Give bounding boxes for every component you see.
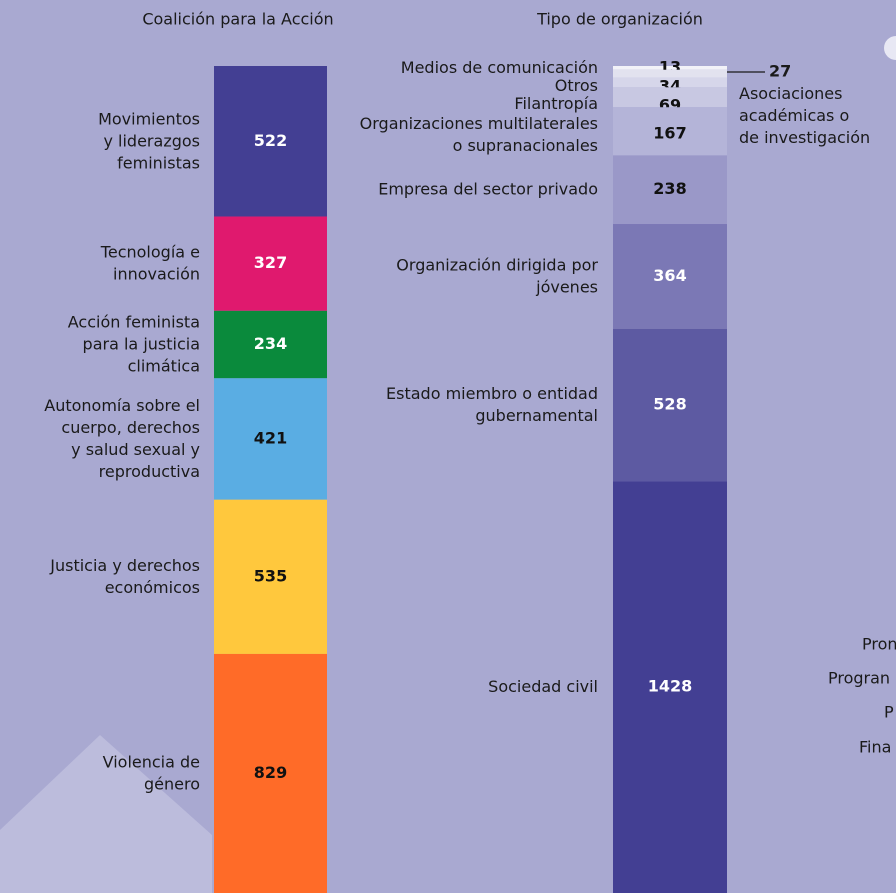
value-label: 1428 xyxy=(648,677,693,696)
value-label: 234 xyxy=(254,334,287,353)
decor-icon xyxy=(884,36,896,60)
clipped-text: Fina xyxy=(859,738,891,757)
category-label: Asociaciones académicas o de investigación xyxy=(739,84,870,147)
category-label: Medios de comunicación xyxy=(401,57,598,76)
bar-segment xyxy=(214,499,327,654)
category-label: Sociedad civil xyxy=(488,677,598,696)
bar-segment xyxy=(613,155,727,225)
value-label: 528 xyxy=(653,395,686,414)
bar-segment xyxy=(613,224,727,329)
value-label: 535 xyxy=(254,566,287,585)
bar-segment xyxy=(214,378,327,500)
bar-segment xyxy=(613,66,727,70)
value-label: 327 xyxy=(254,253,287,272)
clipped-text: Pron xyxy=(862,635,896,654)
bar-segment xyxy=(214,310,327,379)
bar-segment xyxy=(613,328,727,482)
clipped-text: Progran xyxy=(828,669,890,688)
category-label: Justicia y derechos económicos xyxy=(49,555,200,596)
category-label: Estado miembro o entidad gubernamental xyxy=(386,384,598,425)
chart-title: Coalición para la Acción xyxy=(142,10,333,29)
bar-segment xyxy=(214,216,327,311)
category-label: Violencia de género xyxy=(103,752,200,793)
category-label: Organización dirigida por jóvenes xyxy=(396,255,598,296)
bar-segment xyxy=(613,77,727,88)
category-label: Filantropía xyxy=(514,93,598,112)
bar-segment xyxy=(613,87,727,108)
category-label: Autonomía sobre el cuerpo, derechos y salu… xyxy=(44,395,200,480)
category-label: Empresa del sector privado xyxy=(378,179,598,198)
value-label: 522 xyxy=(254,131,287,150)
value-label: 421 xyxy=(254,428,287,447)
category-label: Otros xyxy=(555,75,598,94)
chart-title: Tipo de organización xyxy=(536,10,703,29)
value-label: 364 xyxy=(653,266,686,285)
value-label: 167 xyxy=(653,123,686,142)
value-label: 829 xyxy=(254,763,287,782)
decor-triangle xyxy=(0,735,212,893)
category-label: Movimientos y liderazgos feministas xyxy=(98,109,200,172)
value-label: 238 xyxy=(653,179,686,198)
bar-segment xyxy=(613,107,727,156)
category-label: Acción feminista para la justicia climátic… xyxy=(68,312,200,375)
value-label: 27 xyxy=(769,62,791,81)
bar-segment xyxy=(613,481,727,893)
category-label: Tecnología e innovación xyxy=(100,242,200,283)
bar-segment xyxy=(613,69,727,78)
category-label: Organizaciones multilaterales o supranaci… xyxy=(360,113,598,154)
bar-segment xyxy=(214,66,327,217)
bar-segment xyxy=(214,653,327,893)
clipped-text: P xyxy=(884,703,894,722)
